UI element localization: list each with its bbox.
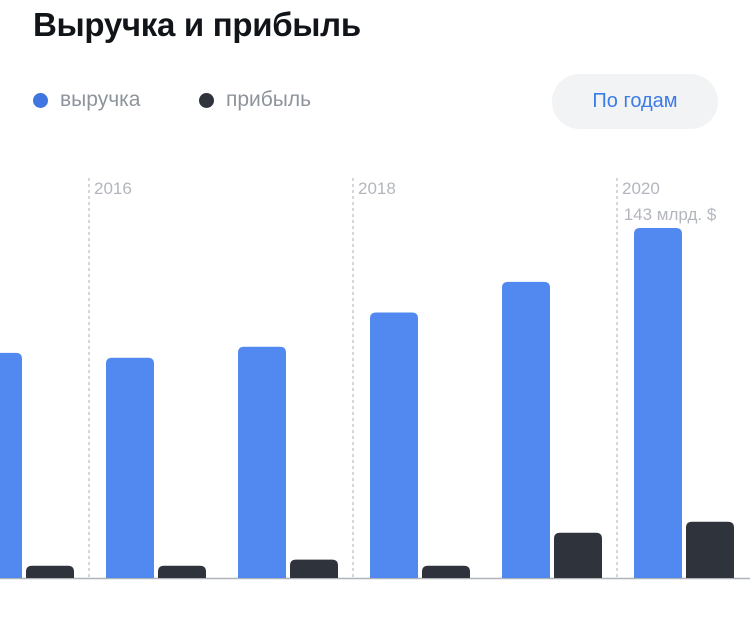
bar-profit-2020 xyxy=(686,521,734,578)
bar-revenue-2016 xyxy=(106,357,154,578)
legend-item-revenue[interactable]: выручка xyxy=(33,88,140,112)
bar-profit-2019 xyxy=(554,532,602,578)
profit-dot-icon xyxy=(199,92,214,108)
year-label-2020: 2020 xyxy=(622,179,660,198)
bar-revenue-2018 xyxy=(370,312,418,578)
bar-profit-2017 xyxy=(290,559,338,578)
bar-profit-2016 xyxy=(158,565,206,578)
bar-revenue-2015 xyxy=(0,352,22,578)
legend-label-revenue: выручка xyxy=(60,88,141,111)
bar-profit-2018 xyxy=(422,565,470,578)
legend-item-profit[interactable]: прибыль xyxy=(199,88,311,112)
page-title: Выручка и прибыль xyxy=(33,6,361,43)
bar-revenue-2019 xyxy=(502,281,550,578)
revenue-dot-icon xyxy=(33,92,48,108)
period-select-button[interactable]: По годам xyxy=(552,74,718,129)
year-label-2016: 2016 xyxy=(94,179,132,198)
year-label-2018: 2018 xyxy=(358,179,396,198)
bar-profit-2015 xyxy=(26,565,74,578)
max-value-annotation: 143 млрд. $ xyxy=(624,205,717,224)
bar-revenue-2017 xyxy=(238,346,286,578)
legend-label-profit: прибыль xyxy=(226,88,312,111)
bar-revenue-2020 xyxy=(634,228,682,578)
